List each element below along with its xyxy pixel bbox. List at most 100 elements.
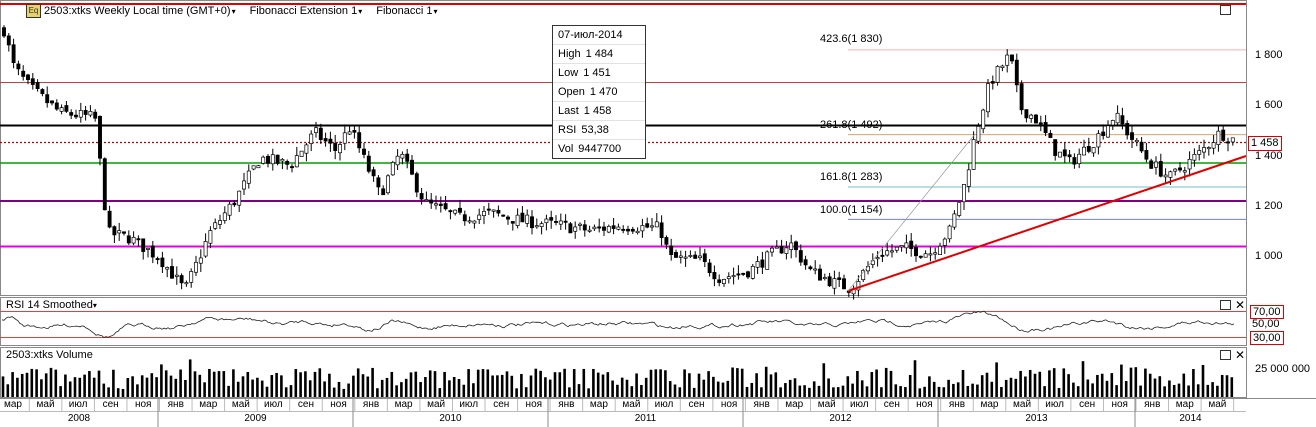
volume-bar [256,377,259,397]
volume-bar [1115,385,1118,397]
candle-body [1058,151,1062,158]
candle-body [131,236,136,244]
month-label: мар [199,399,218,410]
candle-body [515,214,520,226]
candle-body [621,228,626,231]
volume-bar [702,379,706,397]
candle-body [160,257,165,268]
candle-body [726,276,731,280]
candle-body [1211,142,1216,149]
volume-bar [995,362,998,397]
candle-body [395,155,400,166]
symbol-menu[interactable]: 2503:xtks Weekly Local time (GMT+0)▾ [44,4,236,17]
candle-body [285,160,290,165]
candle-body [6,35,11,46]
volume-bar [1182,373,1186,397]
candle-body [21,70,26,77]
candle-body [606,226,611,233]
candle-body [794,241,798,251]
volume-bars [1,359,1234,397]
candle-body [880,254,885,257]
restore-icon[interactable] [1220,350,1231,360]
month-label: май [231,399,250,410]
volume-bar [860,380,864,397]
candle-body [347,131,352,135]
volume-bar [568,387,571,397]
candle-body [333,142,338,151]
candle-body [784,247,789,254]
volume-bar [289,385,293,397]
volume-bar [68,381,72,397]
volume-bar [236,381,240,397]
restore-icon[interactable] [1220,5,1231,15]
volume-bar [889,370,893,397]
volume-bar [870,372,874,397]
volume-bar [563,368,566,397]
candle-body [990,81,995,84]
volume-bar [179,369,182,397]
tooltip-row: Low 1 451 [553,64,645,83]
close-icon[interactable]: ✕ [1235,348,1246,362]
candle-body [357,132,362,149]
volume-bar [40,379,43,397]
volume-bar [467,369,470,397]
volume-bar [596,372,600,397]
volume-bar [539,370,542,397]
volume-bar [116,388,120,397]
candle-body [64,105,69,112]
candle-body [342,132,347,144]
volume-bar [1000,387,1003,397]
volume-bar [1004,379,1008,397]
volume-bar [169,375,173,397]
volume-bar [1192,369,1195,397]
volume-bar [145,377,149,397]
candle-body [938,245,942,256]
month-label: янв [753,399,770,410]
volume-bar [788,379,792,397]
volume-bar [73,377,77,397]
volume-bar [856,370,859,397]
candle-body [74,114,78,118]
price-axis-label: 1 400 [1255,150,1283,162]
volume-bar [342,388,346,397]
year-label: 2010 [439,413,462,424]
candle-body [381,188,386,196]
volume-bar [184,379,187,397]
tooltip-row: Vol 9447700 [558,143,622,155]
year-label: 2012 [829,413,852,424]
candle-body [952,213,957,228]
candle-body [942,238,947,246]
candle-body [1101,131,1106,136]
candle-body [731,275,736,278]
rsi-panel-title[interactable]: RSI 14 Smoothed▾ [6,299,97,311]
volume-bar [92,377,96,397]
candle-body [813,268,818,271]
candle-body [1014,59,1019,86]
volume-bar [572,369,576,397]
volume-bar [932,381,936,397]
volume-bar [942,387,946,397]
candle-body [50,100,54,104]
volume-bar [361,374,365,397]
volume-bar [846,376,850,397]
candle-body [765,251,770,270]
volume-bar [385,377,389,397]
fib-extension-menu[interactable]: Fibonacci Extension 1▾ [249,4,363,17]
volume-bar [443,371,446,397]
volume-bar [659,369,662,397]
month-label: ноя [525,399,543,410]
volume-bar [217,371,221,397]
candle-body [803,259,808,266]
price-axis-label: 1 200 [1255,200,1283,212]
volume-bar [534,368,538,397]
candle-body [112,226,117,236]
candle-body [1072,157,1077,165]
fibonacci-menu[interactable]: Fibonacci 1▾ [376,4,438,17]
volume-bar [313,371,317,397]
volume-bar [260,380,264,397]
restore-icon[interactable] [1220,300,1231,310]
close-icon[interactable]: ✕ [1235,298,1246,312]
volume-bar [985,372,989,397]
time-axis-grid [28,399,1235,427]
